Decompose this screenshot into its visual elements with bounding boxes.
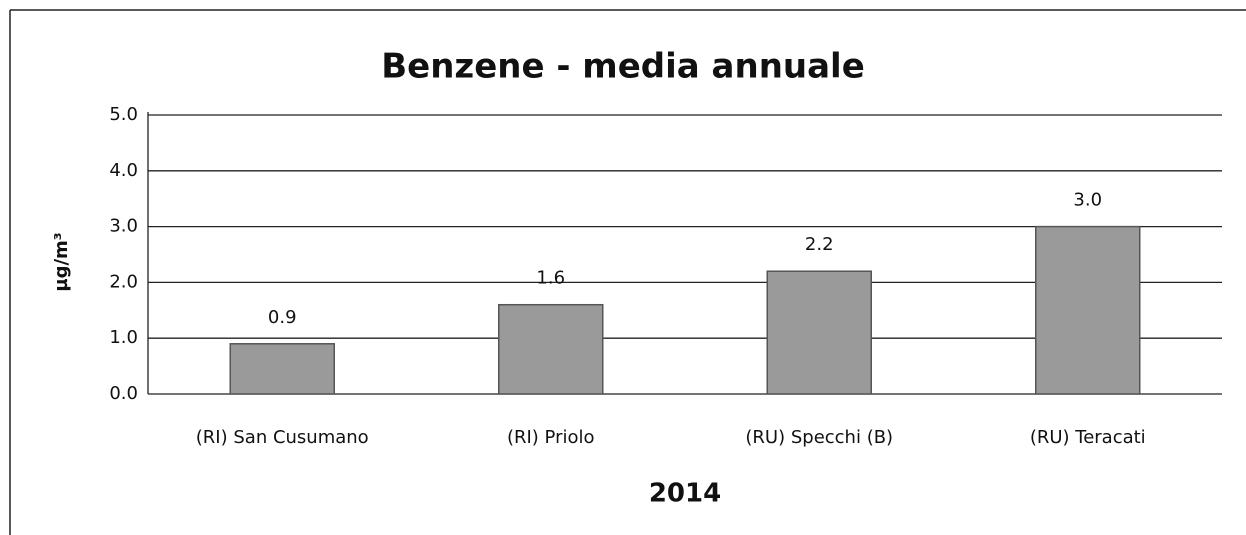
bar (498, 303, 604, 395)
bar (766, 270, 872, 395)
chart-title: Benzene - media annuale (381, 47, 865, 87)
x-tick-label: (RI) San Cusumano (196, 427, 369, 448)
data-label: 2.2 (805, 234, 834, 255)
y-axis-label: µg/m³ (51, 232, 72, 291)
x-tick-label: (RI) Priolo (507, 427, 595, 448)
x-axis-label: 2014 (649, 479, 721, 509)
bar (1035, 225, 1141, 395)
x-tick-label: (RU) Specchi (B) (745, 427, 893, 448)
x-tick-label: (RU) Teracati (1030, 427, 1146, 448)
y-tick-label: 1.0 (109, 327, 138, 348)
data-label: 0.9 (268, 307, 297, 328)
y-tick-label: 0.0 (109, 383, 138, 404)
y-tick-label: 2.0 (109, 271, 138, 292)
y-tick-label: 4.0 (109, 160, 138, 181)
y-tick-label: 5.0 (109, 104, 138, 125)
data-label: 1.6 (536, 268, 565, 289)
data-label: 3.0 (1073, 190, 1102, 211)
y-tick-label: 3.0 (109, 216, 138, 237)
bar (229, 343, 335, 395)
